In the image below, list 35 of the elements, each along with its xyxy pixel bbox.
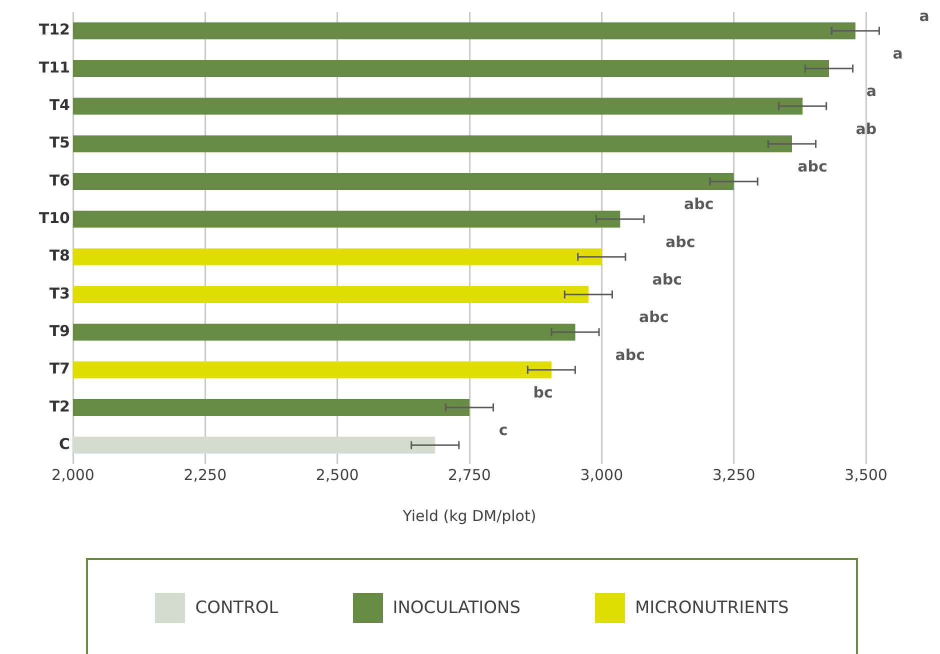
annotation: abc: [684, 195, 714, 214]
x-tick-label: 2,750: [448, 466, 491, 484]
y-tick-label: T5: [49, 134, 70, 152]
y-tick-label: T6: [49, 171, 70, 190]
annotation: c: [498, 421, 508, 440]
x-tick-label: 3,000: [580, 466, 624, 484]
annotation: ab: [856, 120, 877, 138]
x-tick-label: 2,500: [316, 466, 359, 484]
y-tick-label: C: [58, 435, 70, 454]
annotation: abc: [798, 158, 828, 176]
y-tick-label: T2: [49, 397, 70, 416]
annotation: bc: [533, 384, 553, 402]
y-tick-label: T7: [49, 360, 70, 378]
y-tick-label: T9: [49, 322, 70, 340]
x-tick-label: 3,250: [712, 466, 756, 484]
text: a: [866, 82, 876, 100]
annotation: abc: [639, 308, 669, 326]
annotation: abc: [615, 346, 645, 364]
y-tick-label: T12: [38, 20, 70, 39]
y-tick-label: T10: [38, 209, 70, 228]
y-tick-label: T8: [49, 246, 70, 265]
x-axis-title: Yield (kg DM/plot): [402, 506, 536, 525]
x-tick-label: 3,500: [844, 466, 888, 484]
y-tick-label: T11: [38, 58, 70, 76]
y-tick-label: T3: [49, 284, 70, 302]
legend-label: CONTROL: [195, 598, 278, 618]
text: a: [892, 44, 903, 62]
legend-label: INOCULATIONS: [392, 598, 521, 618]
annotation: abc: [665, 232, 696, 251]
y-tick-label: T4: [49, 96, 70, 114]
legend-label: MICRONUTRIENTS: [635, 598, 789, 618]
x-tick-label: 2,000: [52, 466, 94, 484]
annotation: abc: [652, 270, 682, 288]
x-tick-label: 2,250: [184, 466, 227, 484]
text: a: [919, 6, 930, 25]
